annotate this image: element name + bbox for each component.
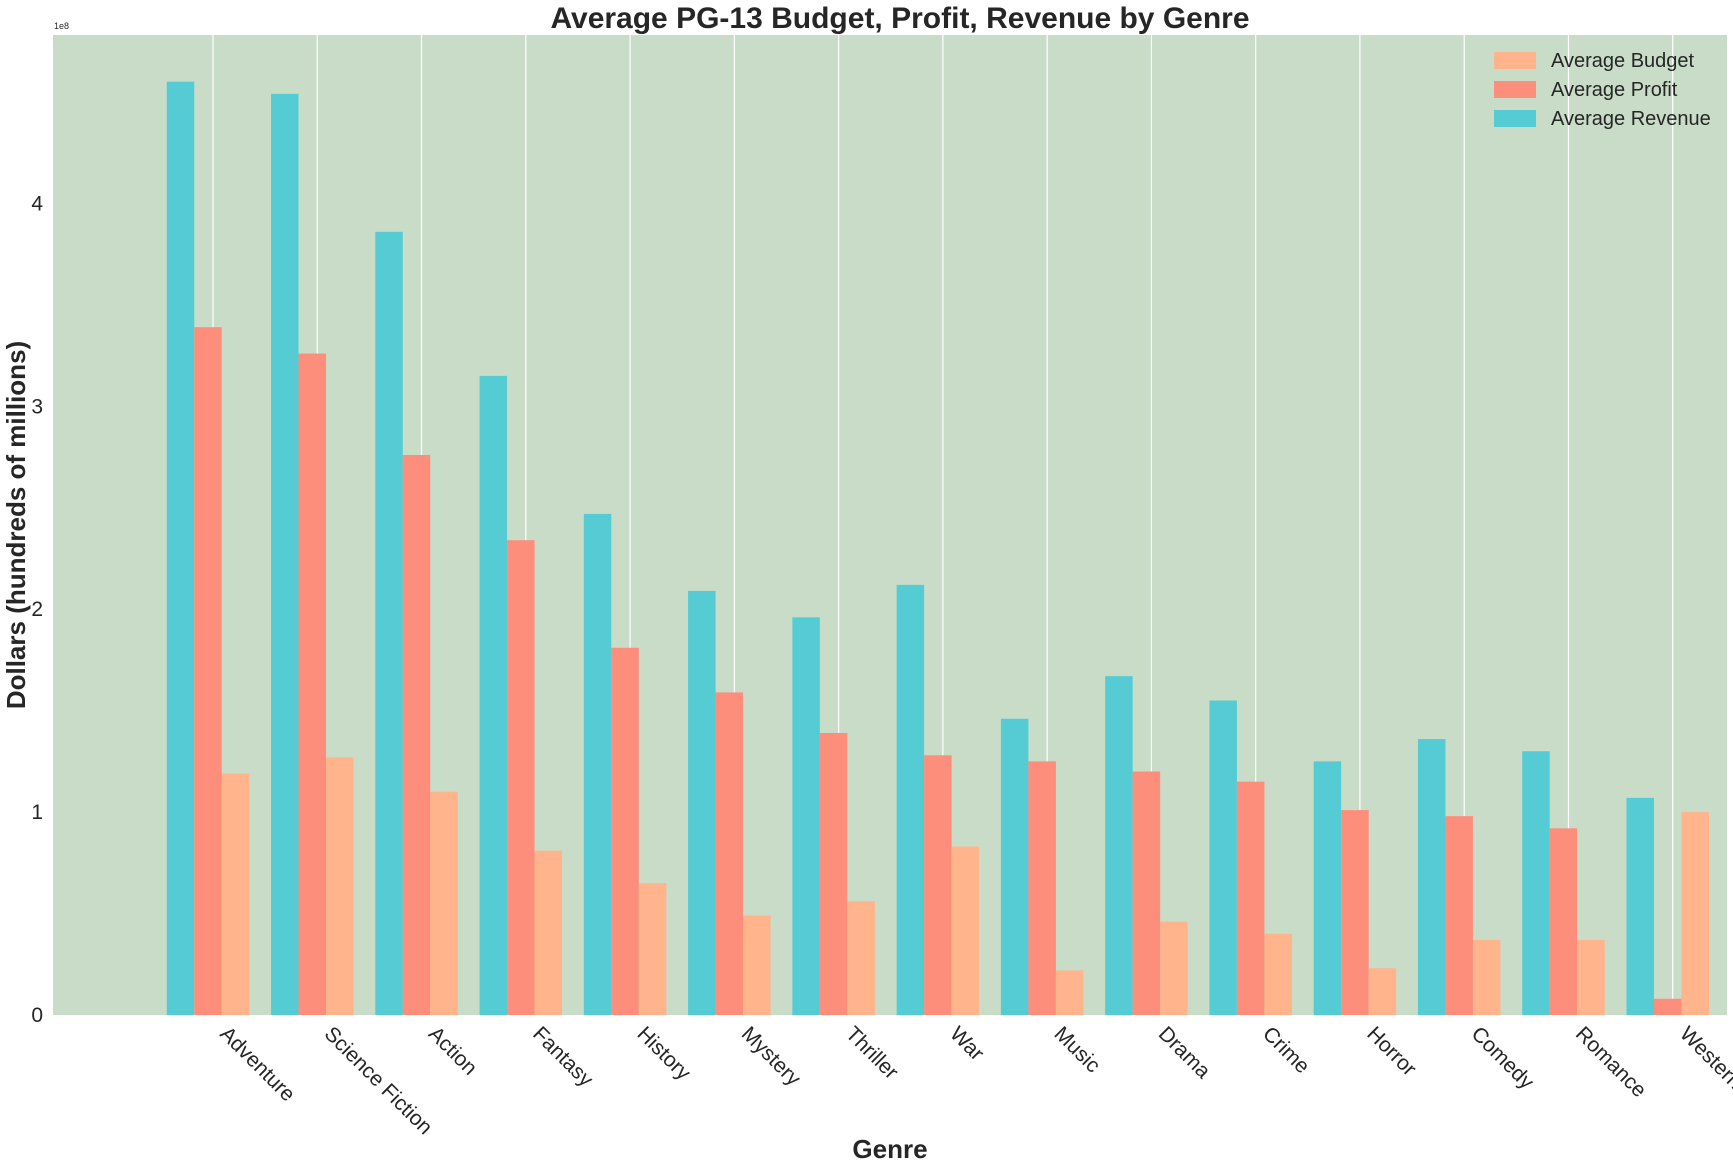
bar-average-revenue (896, 584, 925, 1015)
bar-average-revenue (479, 375, 508, 1015)
bar-average-revenue (271, 93, 299, 1015)
bar-average-revenue (1417, 739, 1446, 1015)
y-tick-label: 1 (31, 801, 43, 824)
y-tick-label: 4 (31, 192, 43, 215)
bar-average-revenue (1209, 700, 1237, 1015)
legend-swatch (1494, 81, 1536, 98)
bars (166, 81, 1709, 1016)
bar-average-budget (1264, 933, 1292, 1015)
y-axis-label: Dollars (hundreds of millions) (1, 341, 31, 709)
y-tick-label: 3 (31, 395, 43, 418)
y-axis-ticks: 0 1 2 3 4 (31, 192, 43, 1027)
x-tick-label: Drama (1154, 1022, 1215, 1083)
bar-average-profit (402, 455, 431, 1015)
bar-average-revenue (375, 231, 403, 1016)
x-tick-label: Western (1675, 1022, 1733, 1093)
bar-average-revenue (166, 81, 195, 1015)
bar-average-revenue (1105, 676, 1133, 1015)
legend-swatch (1494, 52, 1536, 69)
x-tick-label: Adventure (215, 1022, 299, 1106)
bar-average-profit (715, 692, 744, 1015)
bar-average-budget (326, 757, 354, 1015)
bar-average-budget (1681, 812, 1709, 1015)
bar-average-budget (221, 773, 250, 1015)
bar-average-budget (638, 883, 667, 1015)
bar-average-budget (1577, 939, 1605, 1015)
y-tick-label: 0 (31, 1004, 43, 1027)
bar-average-profit (1341, 810, 1369, 1015)
legend-label: Average Revenue (1551, 108, 1711, 130)
bar-average-budget (847, 901, 875, 1015)
bar-average-budget (1160, 921, 1188, 1015)
bar-average-budget (743, 915, 771, 1015)
bar-average-budget (1368, 968, 1397, 1015)
bar-average-profit (1028, 761, 1056, 1015)
bar-average-revenue (1313, 761, 1342, 1015)
bar-average-revenue (1000, 718, 1029, 1015)
legend: Average Budget Average Profit Average Reve… (1494, 50, 1711, 130)
bar-average-budget (1472, 939, 1501, 1015)
bar-average-profit (819, 732, 848, 1015)
bar-average-profit (298, 353, 327, 1015)
bar-average-budget (430, 791, 458, 1015)
bar-average-revenue (792, 617, 820, 1015)
legend-label: Average Budget (1551, 50, 1695, 72)
bar-average-profit (1236, 781, 1265, 1015)
legend-swatch (1494, 110, 1536, 127)
bar-average-profit (194, 327, 222, 1015)
bar-average-revenue (1522, 751, 1550, 1015)
bar-average-profit (1549, 828, 1578, 1015)
x-tick-label: Fantasy (528, 1022, 597, 1091)
x-axis-label: Genre (852, 1134, 927, 1164)
bar-average-profit (1445, 816, 1473, 1015)
bar-average-revenue (688, 590, 716, 1015)
bar-average-budget (534, 850, 563, 1015)
bar-average-profit (1653, 998, 1682, 1015)
x-tick-label: Action (424, 1022, 482, 1080)
x-tick-label: Mystery (737, 1022, 806, 1091)
bar-average-budget (1055, 970, 1084, 1015)
x-tick-label: War (945, 1022, 988, 1065)
x-tick-label: Science Fiction (320, 1022, 437, 1139)
x-tick-label: Romance (1571, 1022, 1651, 1102)
x-tick-label: Thriller (841, 1022, 903, 1084)
y-tick-label: 2 (31, 598, 43, 621)
x-tick-label: Horror (1362, 1022, 1420, 1080)
bar-average-profit (1132, 771, 1161, 1015)
x-tick-label: Music (1050, 1022, 1105, 1077)
x-tick-label: Crime (1258, 1022, 1314, 1078)
bar-average-profit (924, 755, 952, 1015)
chart-title: Average PG-13 Budget, Profit, Revenue by… (550, 2, 1249, 35)
x-tick-label: History (633, 1022, 696, 1085)
legend-label: Average Profit (1551, 79, 1678, 101)
y-scale-note: 1e8 (54, 21, 69, 31)
bar-average-profit (507, 540, 535, 1015)
bar-average-budget (951, 846, 980, 1015)
x-tick-label: Comedy (1467, 1022, 1539, 1094)
bar-average-profit (611, 647, 639, 1015)
bar-average-revenue (1626, 797, 1654, 1015)
bar-average-revenue (583, 513, 612, 1015)
